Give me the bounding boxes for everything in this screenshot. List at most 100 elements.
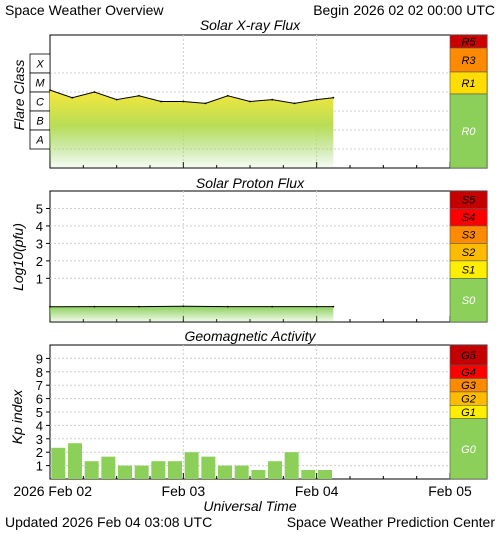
time-tick-label: Feb 03 — [162, 483, 206, 499]
geomagnetic-panel-title: Geomagnetic Activity — [185, 328, 317, 344]
proton-ytick-label: 4 — [36, 219, 43, 234]
flare-class-label-c: C — [36, 97, 44, 109]
kp-bar — [151, 461, 166, 479]
xray-scale-level-r0 — [449, 93, 488, 169]
kp-scale-label-g2: G2 — [461, 394, 476, 406]
kp-ytick-label: 7 — [36, 378, 43, 393]
flare-class-label-x: X — [35, 59, 44, 71]
xray-flux-point — [332, 96, 335, 99]
updated-label: Updated — [5, 514, 58, 530]
kp-bar — [268, 461, 282, 479]
proton-ylabel: Log10(pfu) — [10, 223, 26, 291]
xray-flux-point — [271, 98, 274, 101]
kp-ytick-label: 1 — [36, 459, 43, 474]
begin-value: 2026 02 02 00:00 UTC — [353, 2, 495, 18]
kp-scale-level-g0 — [449, 418, 488, 480]
xray-scale-label-r0: R0 — [461, 126, 476, 138]
xray-ylabel: Flare Class — [11, 60, 27, 131]
begin-label: Begin — [313, 2, 349, 18]
proton-scale-level-s0 — [449, 278, 488, 323]
credit-text: Space Weather Prediction Center — [287, 514, 496, 530]
flare-class-label-b: B — [36, 116, 43, 128]
kp-bar — [84, 461, 99, 479]
kp-ytick-label: 9 — [36, 351, 43, 366]
xray-flux-point — [93, 91, 96, 93]
xray-scale-level-r3 — [449, 47, 488, 73]
kp-bar — [201, 456, 216, 479]
xray-flux-point — [226, 94, 229, 97]
proton-ytick-label: 1 — [36, 271, 43, 286]
proton-ytick-label: 2 — [36, 254, 43, 269]
proton-scale-label-s2: S2 — [462, 247, 475, 259]
proton-flux-panel: 1 2 3 4 5 S5 S4 S3 S2 S1 S0 — [36, 190, 488, 323]
proton-flux-fill — [50, 306, 334, 322]
kp-bar — [318, 470, 332, 479]
time-tick-label: 2026 Feb 02 — [13, 483, 92, 499]
proton-flux-point — [271, 305, 274, 308]
kp-bar — [51, 447, 66, 479]
proton-scale-label-s4: S4 — [462, 212, 475, 224]
kp-bar — [251, 470, 266, 479]
xaxis-title: Universal Time — [203, 498, 296, 514]
xray-flux-point — [315, 98, 318, 101]
proton-panel-title: Solar Proton Flux — [196, 175, 305, 191]
kp-ytick-label: 3 — [36, 432, 43, 447]
kp-bar — [284, 452, 299, 479]
page-title: Space Weather Overview — [5, 2, 164, 18]
xray-flux-point — [204, 102, 207, 105]
kp-ytick-label: 5 — [36, 405, 43, 420]
xray-scale-label-r1: R1 — [461, 78, 475, 90]
updated-value: 2026 Feb 04 03:08 UTC — [62, 514, 212, 530]
proton-flux-point — [49, 305, 51, 308]
kp-ytick-label: 2 — [36, 445, 43, 460]
xray-flux-fill — [50, 90, 334, 168]
xray-flux-point — [115, 98, 118, 101]
xray-flux-point — [137, 94, 140, 97]
kp-scale-label-g0: G0 — [461, 444, 477, 456]
proton-plot-frame — [49, 190, 488, 323]
proton-ytick-label: 3 — [36, 236, 43, 251]
time-tick-label: Feb 05 — [428, 483, 472, 499]
xray-panel-title: Solar X-ray Flux — [200, 17, 301, 33]
time-tick-label: Feb 04 — [295, 483, 339, 499]
flare-class-label-m: M — [35, 78, 45, 90]
kp-scale-label-g5: G5 — [461, 350, 477, 362]
xray-scale-label-r3: R3 — [461, 55, 476, 67]
kp-ytick-label: 4 — [36, 418, 43, 433]
kp-bar — [301, 470, 316, 479]
proton-scale-label-s1: S1 — [462, 265, 475, 277]
kp-bar — [218, 465, 232, 479]
proton-flux-point — [332, 305, 335, 308]
kp-bar — [68, 443, 82, 479]
xray-flux-point — [160, 100, 163, 103]
xray-flux-point — [293, 102, 296, 105]
xray-flux-point — [182, 100, 185, 103]
kp-bar — [234, 465, 249, 479]
proton-ytick-label: 5 — [36, 201, 43, 216]
proton-flux-line — [49, 305, 334, 308]
xray-scale-label-r5: R5 — [461, 37, 476, 49]
kp-scale-label-g4: G4 — [461, 367, 476, 379]
proton-scale-label-s3: S3 — [462, 230, 476, 242]
kp-ylabel: Kp index — [9, 389, 25, 444]
kp-bar — [134, 465, 149, 479]
kp-ytick-label: 8 — [36, 365, 43, 380]
proton-flux-point — [315, 305, 318, 308]
xray-flux-point — [249, 100, 251, 103]
xray-flux-line — [49, 89, 334, 104]
kp-scale-label-g3: G3 — [461, 380, 477, 392]
proton-flux-point — [226, 305, 229, 308]
kp-bar — [118, 465, 132, 479]
flare-class-label-a: A — [35, 135, 43, 147]
kp-bar — [101, 456, 116, 479]
xray-flux-point — [71, 96, 74, 99]
kp-scale-label-g1: G1 — [461, 407, 476, 419]
proton-flux-point — [137, 305, 140, 308]
proton-scale-label-s0: S0 — [462, 295, 476, 307]
kp-bar — [168, 461, 182, 479]
kp-ytick-label: 6 — [36, 392, 43, 407]
time-axis: 2026 Feb 02 Feb 03 Feb 04 Feb 05 — [13, 483, 472, 499]
